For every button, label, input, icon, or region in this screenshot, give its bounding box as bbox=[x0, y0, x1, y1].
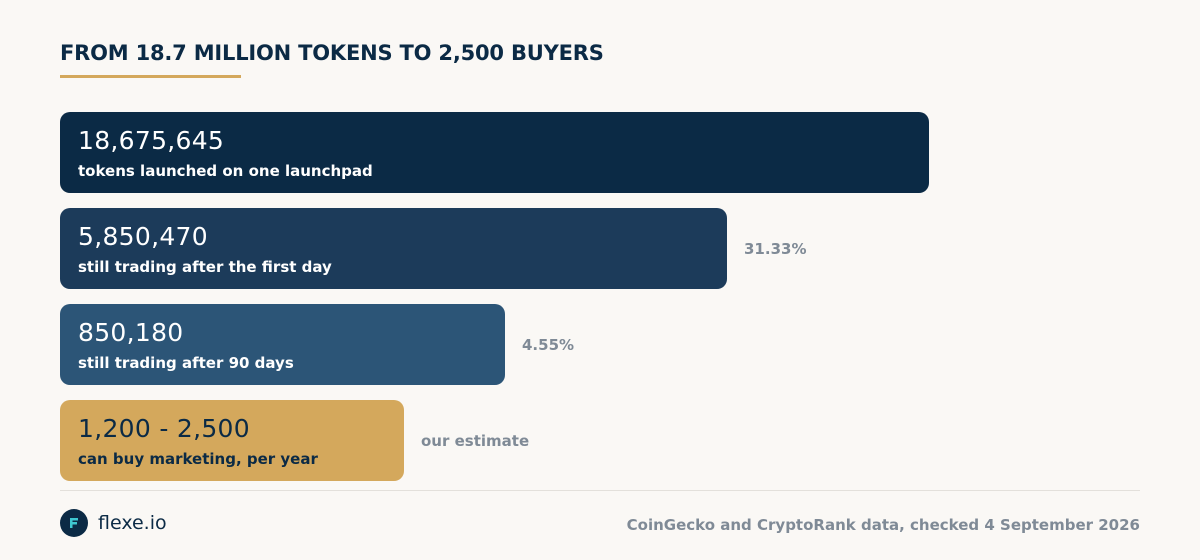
flexe-logo-icon bbox=[60, 509, 88, 537]
funnel-chart: 18,675,645 tokens launched on one launchp… bbox=[60, 112, 929, 481]
brand[interactable]: flexe.io bbox=[60, 509, 167, 537]
title-underline bbox=[60, 75, 241, 78]
bar-value: 850,180 bbox=[78, 318, 184, 347]
bar-annotation: 4.55% bbox=[522, 336, 575, 354]
funnel-bar: 850,180 still trading after 90 days bbox=[60, 304, 505, 385]
bar-annotation: our estimate bbox=[421, 432, 530, 450]
bar-label: can buy marketing, per year bbox=[78, 450, 318, 468]
bar-value: 1,200 - 2,500 bbox=[78, 414, 250, 443]
chart-title: FROM 18.7 MILLION TOKENS TO 2,500 BUYERS bbox=[60, 41, 604, 65]
bar-annotation: 31.33% bbox=[744, 240, 807, 258]
funnel-bar: 5,850,470 still trading after the first d… bbox=[60, 208, 727, 289]
bar-value: 5,850,470 bbox=[78, 222, 208, 251]
funnel-bar: 18,675,645 tokens launched on one launchp… bbox=[60, 112, 929, 193]
source-note: CoinGecko and CryptoRank data, checked 4… bbox=[626, 516, 1140, 534]
brand-name: flexe.io bbox=[98, 512, 167, 534]
bar-label: still trading after the first day bbox=[78, 258, 332, 276]
bar-label: tokens launched on one launchpad bbox=[78, 162, 373, 180]
bar-label: still trading after 90 days bbox=[78, 354, 294, 372]
funnel-bar: 1,200 - 2,500 can buy marketing, per year bbox=[60, 400, 404, 481]
bar-value: 18,675,645 bbox=[78, 126, 225, 155]
footer-divider bbox=[60, 490, 1140, 491]
